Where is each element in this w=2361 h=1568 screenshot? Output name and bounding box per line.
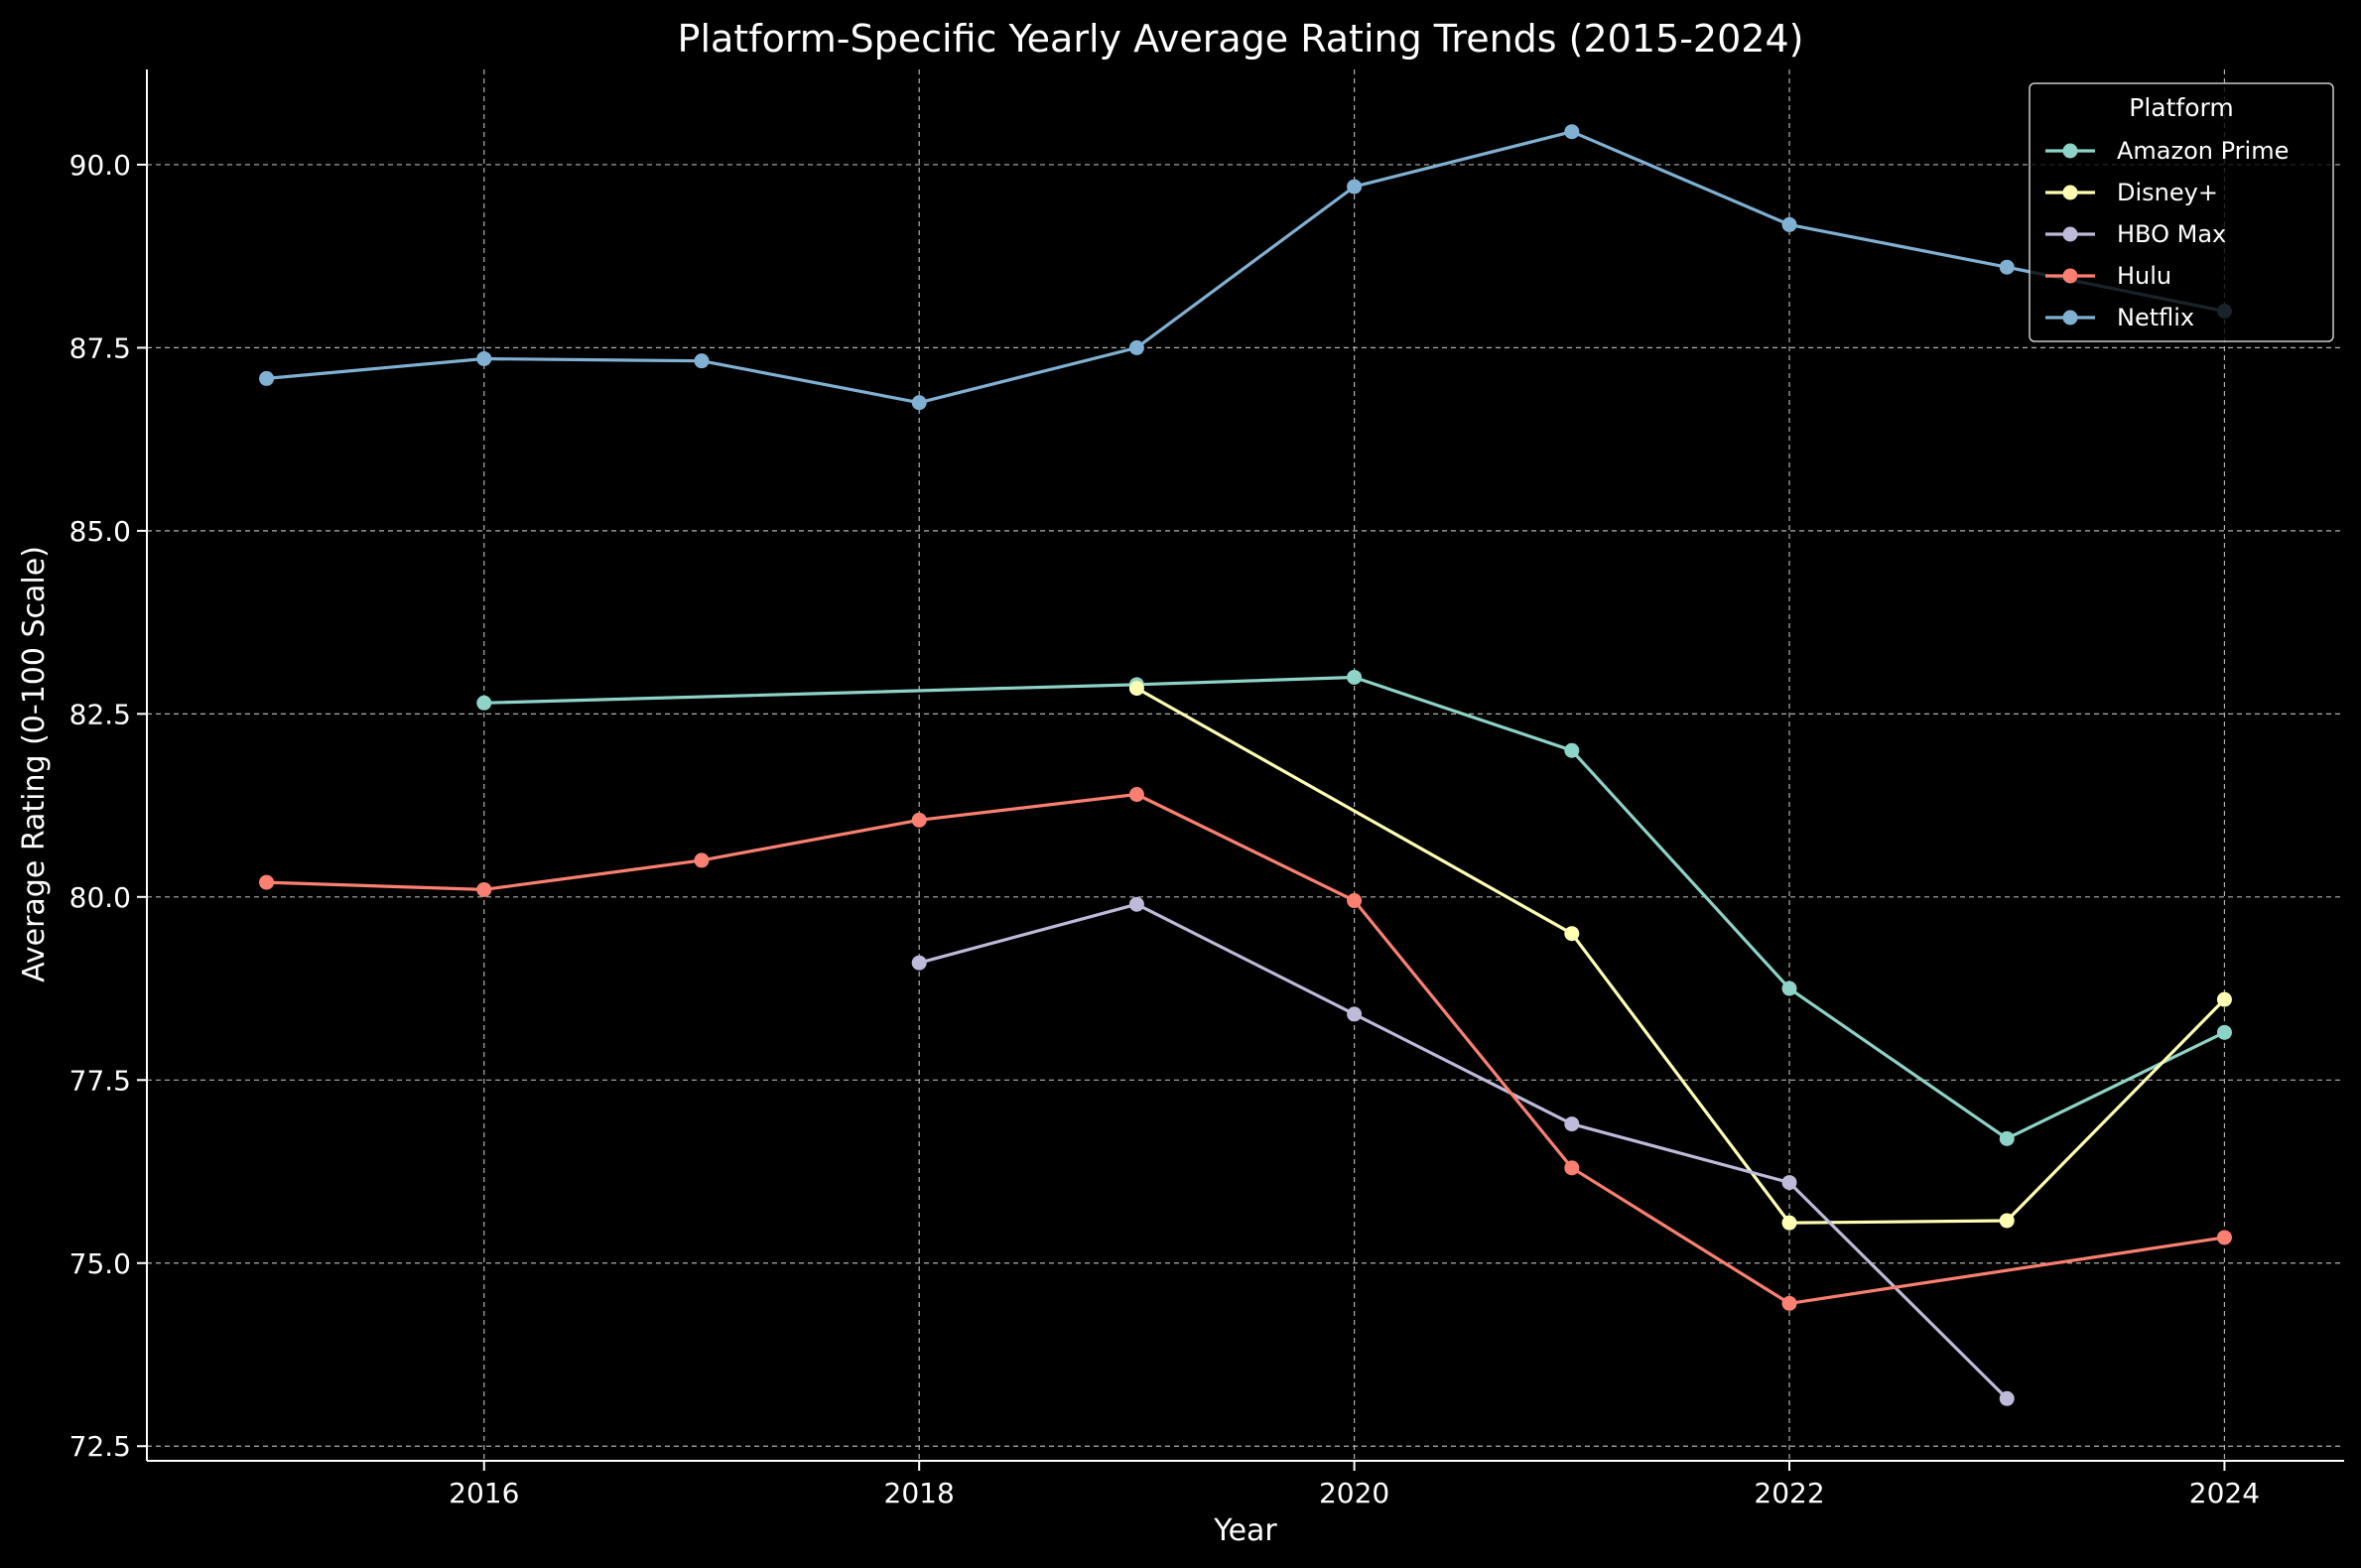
y-axis-label: Average Rating (0-100 Scale): [17, 546, 52, 982]
data-point-amazon-prime: [1564, 742, 1580, 758]
data-point-disney-: [1999, 1213, 2015, 1229]
data-point-hulu: [259, 874, 275, 890]
data-point-hulu: [1347, 893, 1363, 909]
data-point-hulu: [1564, 1160, 1580, 1176]
data-point-amazon-prime: [476, 695, 492, 711]
x-tick-label: 2016: [449, 1477, 519, 1509]
axes: [137, 69, 2344, 1471]
data-point-amazon-prime: [1347, 669, 1363, 685]
series-line-netflix: [266, 130, 2225, 405]
data-point-hulu: [1128, 787, 1144, 803]
legend-marker: [2062, 143, 2078, 159]
data-point-hbo-max: [1128, 896, 1144, 912]
data-point-hulu: [911, 812, 927, 828]
data-point-hbo-max: [1781, 1175, 1797, 1191]
data-point-hbo-max: [911, 955, 927, 971]
data-point-netflix: [911, 395, 927, 411]
data-point-disney-: [1781, 1215, 1797, 1231]
x-tick-label: 2018: [884, 1477, 955, 1509]
series-disney-: [1128, 681, 2232, 1231]
data-point-hulu: [2216, 1230, 2232, 1245]
legend-title: Platform: [2129, 93, 2233, 122]
legend-item-disney-: Disney+: [2045, 179, 2218, 206]
data-point-hulu: [1781, 1295, 1797, 1311]
data-point-netflix: [476, 350, 492, 366]
legend-marker: [2062, 226, 2078, 242]
legend-label: Hulu: [2117, 262, 2171, 290]
data-point-hbo-max: [1347, 1006, 1363, 1022]
data-point-disney-: [1128, 681, 1144, 697]
legend-item-netflix: Netflix: [2045, 304, 2194, 331]
data-point-amazon-prime: [1999, 1130, 2015, 1146]
series-line-hbo-max: [918, 902, 2009, 1400]
data-point-hulu: [476, 881, 492, 897]
legend-label: Amazon Prime: [2117, 137, 2289, 165]
legend-item-amazon-prime: Amazon Prime: [2045, 137, 2289, 165]
grid: [147, 69, 2344, 1461]
x-axis-label: Year: [1213, 1513, 1277, 1548]
y-tick-label: 85.0: [69, 515, 131, 548]
data-point-hbo-max: [1999, 1390, 2015, 1406]
x-tick-label: 2022: [1754, 1477, 1824, 1509]
legend-frame: [2029, 82, 2334, 342]
legend-marker: [2062, 268, 2078, 284]
data-point-netflix: [1564, 124, 1580, 140]
x-tick-label: 2024: [2189, 1477, 2260, 1509]
legend-label: HBO Max: [2117, 220, 2226, 248]
legend-label: Netflix: [2117, 304, 2194, 331]
data-point-netflix: [1781, 216, 1797, 232]
x-tick-label: 2020: [1319, 1477, 1389, 1509]
data-point-disney-: [2216, 991, 2232, 1007]
y-tick-label: 82.5: [69, 698, 131, 730]
legend-label: Disney+: [2117, 179, 2218, 206]
y-tick-label: 77.5: [69, 1064, 131, 1097]
data-point-disney-: [1564, 926, 1580, 942]
tick-labels: 2016 2018 2020 2022 2024 72.5 75.0 77.5 80.0 82.5…: [69, 149, 2260, 1509]
y-tick-label: 80.0: [69, 881, 131, 914]
legend-item-hbo-max: HBO Max: [2045, 220, 2226, 248]
y-tick-label: 87.5: [69, 331, 131, 364]
series-hbo-max: [911, 896, 2015, 1406]
legend-marker: [2062, 310, 2078, 326]
y-tick-label: 90.0: [69, 149, 131, 182]
data-point-netflix: [259, 370, 275, 386]
chart-title: Platform-Specific Yearly Average Rating …: [678, 17, 1804, 61]
y-tick-label: 75.0: [69, 1247, 131, 1280]
series-netflix: [259, 124, 2232, 411]
data-point-hulu: [694, 852, 710, 868]
series-lines: [259, 124, 2232, 1406]
data-point-netflix: [694, 353, 710, 369]
data-point-netflix: [1128, 339, 1144, 355]
data-point-hbo-max: [1564, 1116, 1580, 1132]
series-hulu: [259, 787, 2232, 1311]
data-point-amazon-prime: [2216, 1024, 2232, 1040]
legend: Platform Amazon Prime Disney+ HBO Max Hulu Ne…: [2029, 82, 2334, 342]
legend-item-hulu: Hulu: [2045, 262, 2171, 290]
legend-marker: [2062, 185, 2078, 200]
data-point-amazon-prime: [1781, 980, 1797, 996]
y-tick-label: 72.5: [69, 1430, 131, 1463]
data-point-netflix: [1999, 259, 2015, 275]
data-point-netflix: [1347, 179, 1363, 195]
